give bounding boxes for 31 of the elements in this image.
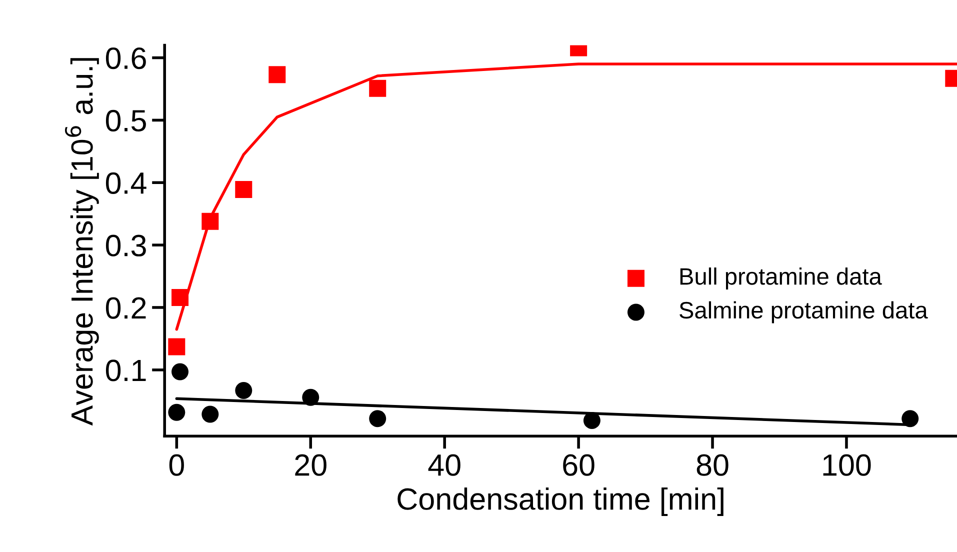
- y-tick-label: 0.1: [106, 360, 146, 382]
- point: [168, 338, 186, 356]
- y-tick-label: 0.4: [106, 172, 146, 194]
- point: [583, 412, 600, 429]
- point: [369, 80, 386, 97]
- point: [235, 180, 252, 198]
- x-tick-label: 20: [295, 454, 326, 476]
- x-tick-label: 0: [169, 454, 184, 476]
- point: [302, 388, 320, 406]
- x-tick-label: 80: [696, 454, 728, 476]
- legend-label: Bull protamine data: [680, 267, 882, 290]
- y-axis-title: Average Intensity [10$^{6}$ a.u.]: [64, 58, 99, 426]
- point: [172, 288, 189, 306]
- x-tick-label: 100: [823, 454, 871, 476]
- line-series: [175, 62, 957, 331]
- legend-label: Salmine protamine data: [680, 301, 928, 324]
- point: [168, 404, 186, 421]
- y-tick-label: 0.5: [106, 110, 146, 132]
- y-tick-label: 0.2: [106, 297, 146, 319]
- x-axis-title: Condensation time [min]: [398, 487, 724, 516]
- point: [268, 66, 286, 84]
- y-tick-label: 0.6: [106, 47, 146, 70]
- point: [202, 406, 219, 423]
- x-tick-label: 40: [428, 454, 460, 476]
- x-tick-label: 60: [563, 454, 594, 476]
- point: [235, 382, 252, 400]
- point: [902, 410, 919, 428]
- y-tick-label: 0.3: [106, 234, 146, 256]
- point: [202, 212, 219, 230]
- point: [172, 363, 189, 380]
- point: [369, 410, 386, 428]
